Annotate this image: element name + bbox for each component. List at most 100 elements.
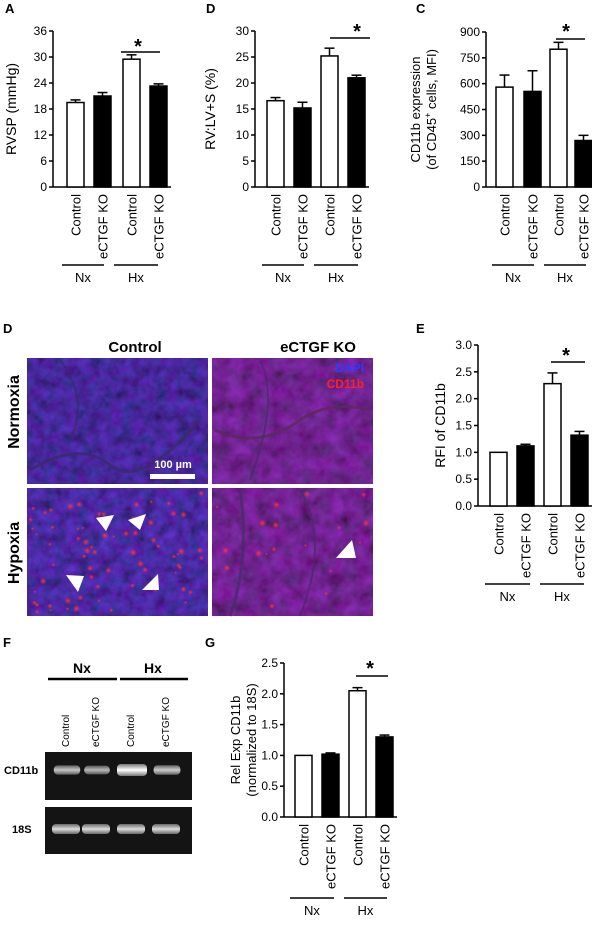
cd11b-signal-dot (104, 566, 112, 574)
cd11b-signal-dot (133, 501, 140, 508)
gel-panel: Nx Hx Control eCTGF KO Control eCTGF KO CD1… (4, 660, 192, 854)
chart-e-ytick-label: 0.5 (455, 472, 472, 486)
chart-c-ytick-label: 0 (473, 180, 480, 194)
chart-e-bar (570, 434, 589, 507)
micrograph-col-ko: eCTGF KO (280, 339, 356, 356)
cd11b-signal-dot (33, 590, 37, 594)
cd11b-signal-dot (66, 502, 75, 511)
chart-a-group-label-hx: Hx (128, 270, 144, 285)
cd11b-signal-dot (51, 562, 56, 567)
cd11b-signal-dot (95, 584, 101, 590)
chart-c-ytick-label: 300 (460, 128, 480, 142)
chart-e-group-label-nx: Nx (500, 589, 516, 604)
chart-c-bar (549, 48, 568, 188)
image-normoxia-control (27, 358, 208, 484)
chart-c-ytick-label: 600 (460, 77, 480, 91)
chart-a-significance-star: * (134, 36, 142, 58)
cd11b-signal-dot (48, 507, 54, 513)
chart-a-ytick-label: 12 (34, 128, 48, 142)
cd11b-signal-dot (179, 511, 187, 519)
chart-panel-c: 0 150 300 450 600 750 900 CD11b expression (of C… (408, 21, 592, 285)
chart-panel-a: 0 6 12 18 24 30 36 RVSP (mmHg) Control eCTGF KO Co… (3, 24, 171, 285)
cd11b-signal-dot (176, 552, 180, 556)
cd11b-signal-dot (324, 591, 329, 596)
arrowhead-3 (66, 575, 84, 592)
cd11b-signal-dot (111, 534, 116, 539)
panel-letter-c: C (416, 1, 426, 16)
chart-g-ytick-label: 1.5 (261, 718, 278, 732)
cd11b-signal-dot (171, 553, 177, 560)
chart-b-group-label-hx: Hx (328, 270, 344, 285)
cd11b-signal-dot (196, 547, 204, 554)
chart-g-category-label: eCTGF KO (324, 824, 339, 889)
cd11b-signal-dot (31, 599, 38, 606)
cd11b-signal-dot (50, 524, 55, 530)
cd11b-signal-dot (268, 603, 276, 610)
cd11b-signal-dot (34, 609, 40, 615)
cd11b-signal-dot (147, 519, 155, 527)
cd11b-signal-dot (91, 548, 98, 556)
chart-a-ytick-label: 36 (34, 24, 48, 38)
chart-g-ytick-label: 2.5 (261, 656, 278, 670)
cd11b-signal-dot (198, 555, 204, 561)
chart-g-ytick-label: 0.0 (261, 810, 278, 824)
gel-band-18s (82, 824, 110, 834)
scale-bar-label: 100 µm (154, 459, 192, 471)
arrowhead-5 (336, 540, 356, 558)
gel-row-18s: 18S (12, 824, 32, 836)
chart-g-bar (375, 736, 394, 818)
chart-e-ytick-label: 1.0 (455, 445, 472, 459)
cd11b-signal-dot (337, 525, 342, 530)
chart-panel-e: 0.0 0.5 1.0 1.5 2.0 2.5 3.0 RFI of CD11b Control… (432, 338, 592, 604)
chart-g-group-label-nx: Nx (304, 903, 320, 918)
chart-e-category-label: Control (546, 513, 561, 555)
chart-a-ytick-label: 6 (40, 154, 47, 168)
chart-b-ytick-label: 0 (242, 180, 249, 194)
chart-a-ytick-label: 30 (34, 50, 48, 64)
chart-c-category-label: eCTGF KO (526, 194, 541, 259)
chart-c-ytick-label: 150 (460, 154, 480, 168)
cd11b-signal-dot (89, 544, 94, 550)
micrograph-row-normoxia: Normoxia (6, 375, 23, 449)
chart-b-bar (266, 99, 285, 188)
chart-b-ytick-label: 15 (236, 102, 250, 116)
cd11b-signal-dot (72, 604, 81, 613)
cd11b-signal-dot (358, 541, 362, 545)
gel-band-cd11b (84, 765, 110, 775)
chart-b-bar (320, 55, 339, 188)
chart-e-ytick-label: 2.0 (455, 392, 472, 406)
cd11b-signal-dot (96, 511, 102, 517)
chart-c-bar (523, 90, 542, 188)
cd11b-signal-dot (362, 519, 370, 528)
chart-e-category-label: eCTGF KO (573, 513, 588, 578)
cd11b-signal-dot (64, 596, 72, 605)
chart-b-bar (293, 107, 312, 188)
cd11b-signal-dot (188, 589, 193, 595)
gel-lane-label: Control (126, 715, 137, 747)
chart-e-significance-star: * (562, 345, 570, 367)
cd11b-signal-dot (81, 538, 90, 546)
cd11b-signal-dot (75, 501, 83, 508)
cd11b-signal-dot (223, 564, 231, 572)
chart-a-group-label-nx: Nx (75, 270, 91, 285)
panel-letter-d: D (3, 321, 12, 336)
gel-image-cd11b (45, 752, 192, 800)
gel-lane-label: eCTGF KO (161, 697, 172, 747)
cd11b-signal-dot (101, 531, 109, 540)
cd11b-signal-dot (30, 526, 35, 531)
chart-e-ytick-label: 3.0 (455, 338, 472, 352)
cd11b-signal-dot (177, 547, 186, 556)
cd11b-signal-dot (166, 500, 172, 507)
cd11b-signal-dot (329, 569, 333, 573)
cd11b-signal-dot (150, 536, 157, 544)
legend-cd11b: CD11b (327, 377, 364, 391)
chart-g-ylabel-line1: Rel Exp CD11b (228, 696, 243, 785)
chart-b-ytick-label: 5 (242, 154, 249, 168)
image-normoxia-ko (212, 358, 373, 484)
chart-a-ytick-label: 0 (40, 180, 47, 194)
cd11b-signal-dot (81, 553, 87, 559)
cd11b-signal-dot (97, 598, 101, 603)
chart-e-category-label: eCTGF KO (519, 513, 534, 578)
chart-c-category-label: eCTGF KO (577, 194, 592, 259)
chart-b-category-label: Control (323, 194, 338, 236)
